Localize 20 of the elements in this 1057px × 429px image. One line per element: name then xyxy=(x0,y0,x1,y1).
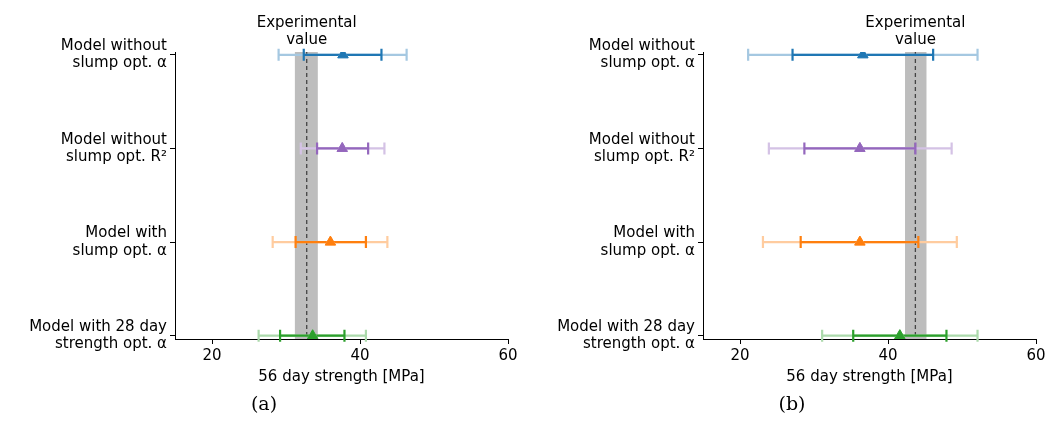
x-axis-title: 56 day strength [MPa] xyxy=(258,366,425,385)
y-tick-label: Model without slump opt. α xyxy=(60,36,168,72)
text: (a) xyxy=(249,392,279,414)
y-tick-label: Model with slump opt. α xyxy=(72,223,168,259)
x-tick-label: 20 xyxy=(202,345,222,364)
y-tick-label: Model with 28 day strength opt. α xyxy=(557,316,696,353)
y-tick-label: Model with slump opt. α xyxy=(600,223,696,259)
x-tick-label: 60 xyxy=(1026,345,1046,364)
x-tick-label: 40 xyxy=(878,345,898,364)
ref-line-label: Experimental value xyxy=(256,13,357,49)
y-tick-label: Model without slump opt. α xyxy=(588,36,696,72)
x-tick-label: 20 xyxy=(730,345,750,364)
text: (b) xyxy=(777,392,807,414)
y-tick-label: Model with 28 day strength opt. α xyxy=(29,316,168,353)
y-tick-label: Model without slump opt. R² xyxy=(588,129,696,165)
ref-line-label: Experimental value xyxy=(865,13,966,49)
y-tick-label: Model without slump opt. R² xyxy=(60,129,168,165)
x-tick-label: 60 xyxy=(498,345,518,364)
x-tick-label: 40 xyxy=(350,345,370,364)
x-axis-title: 56 day strength [MPa] xyxy=(786,366,953,385)
